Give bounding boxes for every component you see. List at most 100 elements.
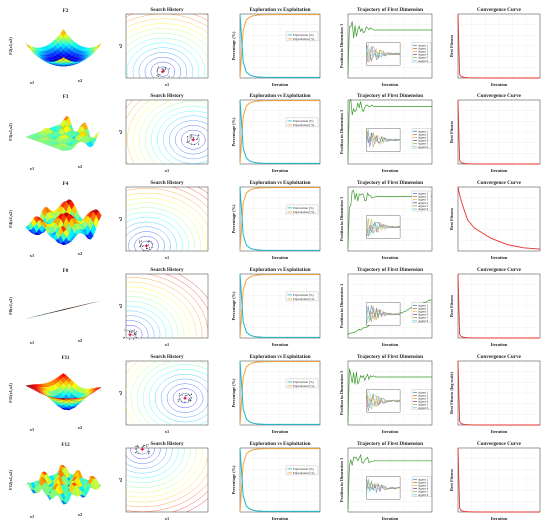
search-history-xlabel: x1	[165, 82, 169, 87]
contour-line	[126, 448, 179, 479]
surface-patch	[60, 494, 67, 501]
exploration-xlabel: Iteration	[272, 516, 289, 521]
trajectory-title: Trajectory of First Dimension	[357, 7, 423, 13]
contour-line	[154, 373, 208, 423]
trajectory-title: Trajectory of First Dimension	[357, 180, 423, 186]
legend-entry: Agent 4	[418, 313, 429, 317]
search-point	[130, 331, 132, 333]
trajectory-ylabel: Position in Dimension 1	[339, 458, 344, 502]
search-point	[162, 68, 164, 70]
search-point	[139, 240, 141, 242]
search-history-xlabel: x1	[165, 429, 169, 434]
contour-line	[126, 33, 208, 59]
convergence-title: Convergence Curve	[477, 354, 522, 360]
contour-line	[126, 325, 143, 338]
exploration-line	[239, 273, 320, 338]
contour-line	[151, 105, 208, 164]
agent-line	[366, 305, 401, 325]
surface-xlabel: x1	[30, 514, 34, 519]
contour-line	[126, 305, 167, 338]
exploration-legend	[285, 378, 319, 389]
contour-line	[144, 57, 182, 78]
search-point	[179, 398, 181, 400]
contour-line	[126, 277, 203, 338]
contour-line	[166, 383, 204, 413]
exploration-xlabel: Iteration	[272, 429, 289, 434]
trajectory-ylabel: Position in Dimension 1	[339, 24, 344, 68]
search-history-title: Search History	[150, 7, 184, 13]
contour-line	[178, 393, 192, 404]
convergence-ylabel: Best Fitness	[449, 35, 454, 58]
search-point	[193, 136, 195, 138]
search-point	[156, 74, 158, 76]
agent-line	[366, 391, 401, 410]
legend-entry: Agent 1	[418, 477, 429, 481]
contour-line	[163, 115, 208, 164]
legend-entry: Agent 1	[418, 43, 429, 47]
contour-line	[126, 188, 208, 217]
trajectory-xlabel: Iteration	[382, 82, 399, 87]
search-point	[147, 450, 149, 452]
agent-line	[366, 483, 401, 492]
exploration-line	[239, 99, 320, 164]
contour-line	[128, 231, 165, 251]
legend-entry: Agent 2	[418, 132, 429, 136]
trajectory-title: Trajectory of First Dimension	[357, 441, 423, 447]
trajectory-line	[347, 368, 432, 422]
search-point	[152, 243, 154, 245]
search-point	[168, 75, 170, 77]
search-point	[139, 246, 141, 248]
contour-line	[126, 315, 155, 338]
agent-line	[366, 43, 401, 58]
exploration-ylabel: Percentage (%)	[231, 291, 236, 321]
legend-entry: Agent 1	[418, 303, 429, 307]
agent-line	[366, 48, 401, 63]
surface-patch	[60, 398, 67, 400]
agent-line	[366, 133, 401, 148]
surface-title: F2	[63, 8, 69, 14]
contour-line	[126, 472, 208, 508]
trajectory-title: Trajectory of First Dimension	[357, 93, 423, 99]
legend-entry: Exploitation (%)	[293, 123, 314, 127]
figure-row-f8: F8 F8(x1,x2) x1 x2 Search History x2 x1 Explora…	[8, 267, 541, 347]
legend-entry: Exploration (%)	[293, 33, 314, 37]
exploration-xlabel: Iteration	[272, 168, 289, 173]
contour-line	[126, 448, 173, 474]
agent-line	[366, 52, 401, 63]
agent-line	[366, 218, 401, 238]
legend-entry: Exploration (%)	[293, 206, 314, 210]
search-point	[137, 446, 139, 448]
contour-line	[132, 47, 194, 78]
figure-row-f12: F12 F12(x1,x2) x1 x2 Search History x2 x1 Explo…	[8, 441, 541, 521]
search-history-title: Search History	[150, 267, 184, 273]
search-point	[142, 245, 144, 247]
contour-line	[126, 212, 189, 251]
trajectory-line	[347, 453, 432, 509]
legend-entry: Agent 1	[418, 192, 429, 196]
legend-entry: Agent 1	[418, 390, 429, 394]
search-point	[197, 134, 199, 136]
search-point	[140, 240, 142, 242]
surface-ylabel: x2	[78, 164, 82, 169]
surface-xlabel: x1	[30, 253, 34, 258]
exploitation-line	[239, 100, 320, 165]
convergence-ylabel: Best Fitness (log scale)	[449, 371, 454, 414]
search-point	[191, 134, 193, 136]
contour-line	[172, 388, 198, 408]
search-point	[123, 337, 125, 339]
search-point	[188, 140, 190, 142]
figure-row-f2: F2 F2(x1,x2) x1 x2 Search History x2 x1 Explora…	[8, 7, 541, 87]
search-point	[132, 330, 134, 332]
contour-line	[136, 448, 149, 455]
exploration-xlabel: Iteration	[272, 82, 289, 87]
search-point	[186, 136, 188, 138]
contour-line	[187, 134, 200, 145]
surface-patch	[60, 149, 67, 152]
legend-entry: Agent 6	[418, 145, 429, 149]
exploration-xlabel: Iteration	[272, 342, 289, 347]
search-point	[187, 393, 189, 395]
search-point	[141, 446, 143, 448]
search-point	[191, 393, 193, 395]
contour-line	[169, 120, 208, 160]
